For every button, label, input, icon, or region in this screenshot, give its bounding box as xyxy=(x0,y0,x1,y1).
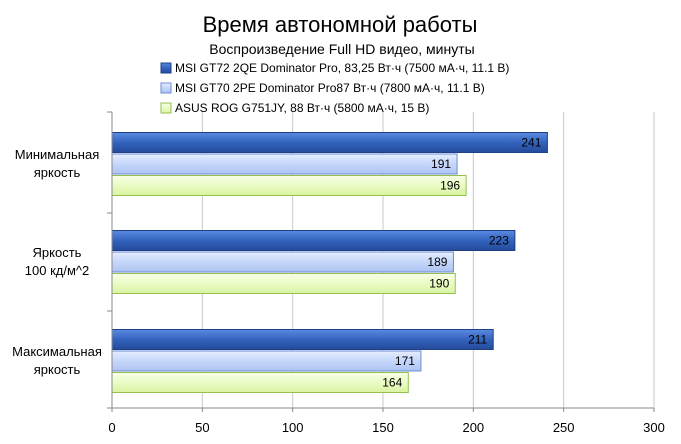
x-tick-label-100: 100 xyxy=(282,420,304,435)
value-label-cat3-series3: 164 xyxy=(382,376,402,390)
bars: 241 191 196 223 189 190 211 171 164 xyxy=(111,132,548,393)
x-tick-label-250: 250 xyxy=(553,420,575,435)
value-label-cat3-series1: 211 xyxy=(468,333,487,347)
legend-swatch-1 xyxy=(160,62,172,74)
legend-swatch-3 xyxy=(160,102,172,114)
category-label-1-line-1: Минимальная xyxy=(15,147,100,162)
bar-cat3-series2 xyxy=(111,350,422,372)
bar-cat2-series2 xyxy=(111,251,454,273)
x-tick-label-50: 50 xyxy=(195,420,209,435)
value-label-cat2-series3: 190 xyxy=(429,277,449,291)
x-tick-labels: 0 50 100 150 200 250 300 xyxy=(108,420,664,435)
x-tick-label-200: 200 xyxy=(462,420,484,435)
value-label-cat2-series2: 189 xyxy=(427,255,447,269)
bar-cat2-series3 xyxy=(111,273,456,294)
legend-label-2: MSI GT70 2PE Dominator Pro87 Вт·ч (7800 … xyxy=(175,81,485,95)
bar-cat3-series3 xyxy=(111,372,409,393)
bar-cat1-series1 xyxy=(111,132,548,153)
value-label-cat1-series1: 241 xyxy=(521,136,541,150)
category-label-2-line-1: Яркость xyxy=(33,245,82,260)
x-tick-label-150: 150 xyxy=(372,420,394,435)
category-label-3-line-1: Максимальная xyxy=(12,344,102,359)
bar-cat3-series1 xyxy=(111,329,494,350)
value-label-cat1-series2: 191 xyxy=(431,157,451,171)
x-tick-label-300: 300 xyxy=(643,420,665,435)
bar-cat2-series1 xyxy=(111,230,516,251)
chart-title: Время автономной работы xyxy=(203,12,478,37)
value-label-cat2-series1: 223 xyxy=(489,234,509,248)
x-tick-label-0: 0 xyxy=(108,420,115,435)
bar-cat1-series2 xyxy=(111,153,458,175)
legend-swatch-2 xyxy=(160,82,172,94)
legend-label-3: ASUS ROG G751JY, 88 Вт·ч (5800 мА·ч, 15 … xyxy=(175,101,429,115)
category-labels: Минимальная яркость Яркость 100 кд/м^2 Макси… xyxy=(12,147,102,377)
legend-label-1: MSI GT72 2QE Dominator Pro, 83,25 Вт·ч (… xyxy=(175,61,509,75)
category-label-1-line-2: яркость xyxy=(34,165,81,180)
bar-cat1-series3 xyxy=(111,175,467,196)
legend: MSI GT72 2QE Dominator Pro, 83,25 Вт·ч (… xyxy=(160,61,509,115)
value-label-cat1-series3: 196 xyxy=(440,179,460,193)
category-label-3-line-2: яркость xyxy=(34,362,81,377)
axes xyxy=(107,111,655,412)
chart-subtitle: Воспроизведение Full HD видео, минуты xyxy=(209,41,474,57)
value-label-cat3-series2: 171 xyxy=(395,354,415,368)
category-label-2-line-2: 100 кд/м^2 xyxy=(25,263,89,278)
